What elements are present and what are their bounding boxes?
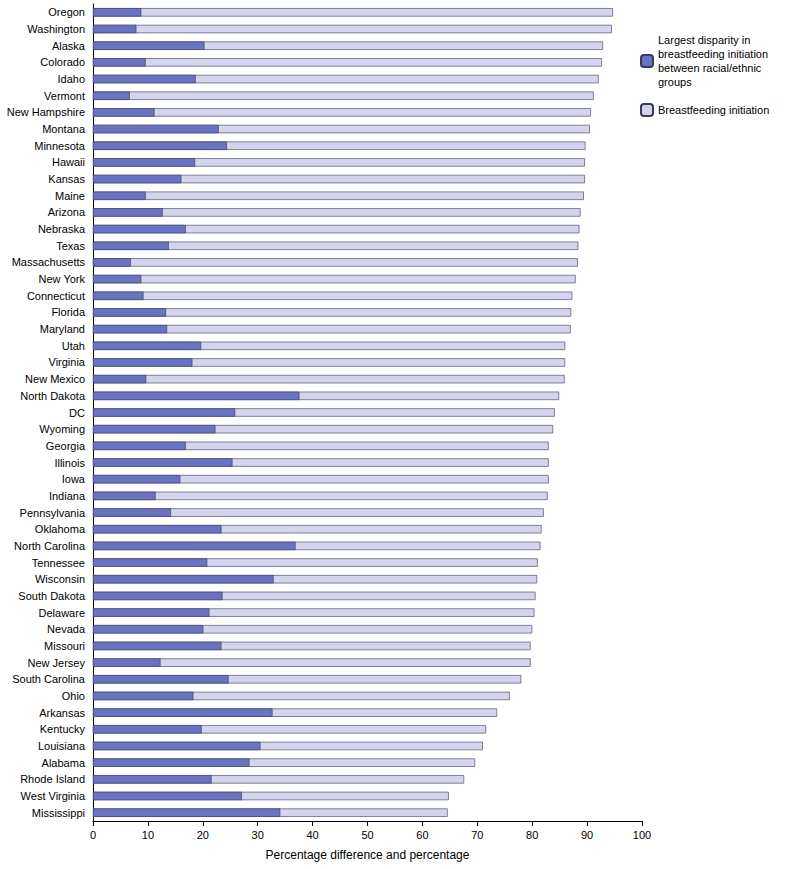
svg-text:Wyoming: Wyoming: [39, 423, 85, 435]
svg-text:Wisconsin: Wisconsin: [35, 573, 85, 585]
svg-text:20: 20: [197, 829, 209, 841]
svg-text:Nebraska: Nebraska: [38, 223, 86, 235]
svg-text:groups: groups: [658, 76, 692, 88]
svg-text:Illinois: Illinois: [54, 457, 85, 469]
svg-text:Alaska: Alaska: [52, 40, 86, 52]
svg-text:Pennsylvania: Pennsylvania: [20, 507, 86, 519]
svg-text:0: 0: [90, 829, 96, 841]
svg-text:Alabama: Alabama: [42, 757, 86, 769]
svg-text:North Carolina: North Carolina: [14, 540, 86, 552]
svg-text:Maryland: Maryland: [40, 323, 85, 335]
svg-text:Maine: Maine: [55, 190, 85, 202]
svg-text:Texas: Texas: [56, 240, 85, 252]
svg-text:Kentucky: Kentucky: [40, 723, 86, 735]
svg-text:80: 80: [526, 829, 538, 841]
svg-text:30: 30: [252, 829, 264, 841]
svg-text:New Hampshire: New Hampshire: [7, 106, 85, 118]
svg-text:New Jersey: New Jersey: [28, 657, 86, 669]
svg-text:New York: New York: [39, 273, 86, 285]
svg-text:Delaware: Delaware: [39, 607, 85, 619]
svg-text:breastfeeding initiation: breastfeeding initiation: [658, 48, 771, 60]
svg-text:Virginia: Virginia: [49, 356, 86, 368]
svg-text:Louisiana: Louisiana: [38, 740, 86, 752]
svg-text:60: 60: [416, 829, 428, 841]
svg-text:40: 40: [306, 829, 318, 841]
svg-text:Minnesota: Minnesota: [34, 140, 86, 152]
svg-text:Colorado: Colorado: [40, 56, 85, 68]
svg-text:Indiana: Indiana: [49, 490, 86, 502]
svg-text:Utah: Utah: [62, 340, 85, 352]
svg-text:Rhode Island: Rhode Island: [20, 773, 85, 785]
svg-text:50: 50: [361, 829, 373, 841]
svg-text:Washington: Washington: [27, 23, 85, 35]
svg-text:Percentage difference and perc: Percentage difference and percentage: [266, 848, 470, 862]
svg-text:Iowa: Iowa: [62, 473, 86, 485]
svg-text:North Dakota: North Dakota: [20, 390, 86, 402]
svg-text:Hawaii: Hawaii: [52, 156, 85, 168]
svg-text:Georgia: Georgia: [46, 440, 86, 452]
svg-text:Breastfeeding initiation: Breastfeeding initiation: [658, 104, 769, 116]
svg-text:Mississippi: Mississippi: [32, 807, 85, 819]
svg-text:Vermont: Vermont: [44, 90, 85, 102]
svg-text:West Virginia: West Virginia: [21, 790, 86, 802]
svg-text:Oklahoma: Oklahoma: [35, 523, 86, 535]
svg-text:New Mexico: New Mexico: [25, 373, 85, 385]
svg-text:100: 100: [633, 829, 651, 841]
svg-text:Missouri: Missouri: [44, 640, 85, 652]
svg-text:Oregon: Oregon: [48, 6, 85, 18]
svg-text:Arizona: Arizona: [48, 206, 86, 218]
svg-text:Arkansas: Arkansas: [39, 707, 85, 719]
svg-text:South Carolina: South Carolina: [12, 673, 86, 685]
svg-text:DC: DC: [69, 407, 85, 419]
svg-text:10: 10: [142, 829, 154, 841]
svg-text:Montana: Montana: [42, 123, 86, 135]
svg-text:90: 90: [581, 829, 593, 841]
svg-text:Massachusetts: Massachusetts: [12, 256, 86, 268]
svg-text:Nevada: Nevada: [47, 623, 86, 635]
svg-text:Idaho: Idaho: [57, 73, 85, 85]
svg-text:70: 70: [471, 829, 483, 841]
svg-text:Largest disparity in: Largest disparity in: [658, 34, 753, 46]
svg-text:between racial/ethnic: between racial/ethnic: [658, 62, 764, 74]
svg-text:Ohio: Ohio: [62, 690, 85, 702]
svg-text:Florida: Florida: [51, 306, 86, 318]
svg-text:Connecticut: Connecticut: [27, 290, 85, 302]
svg-text:Tennessee: Tennessee: [32, 557, 85, 569]
svg-text:Kansas: Kansas: [48, 173, 85, 185]
svg-text:South Dakota: South Dakota: [18, 590, 86, 602]
